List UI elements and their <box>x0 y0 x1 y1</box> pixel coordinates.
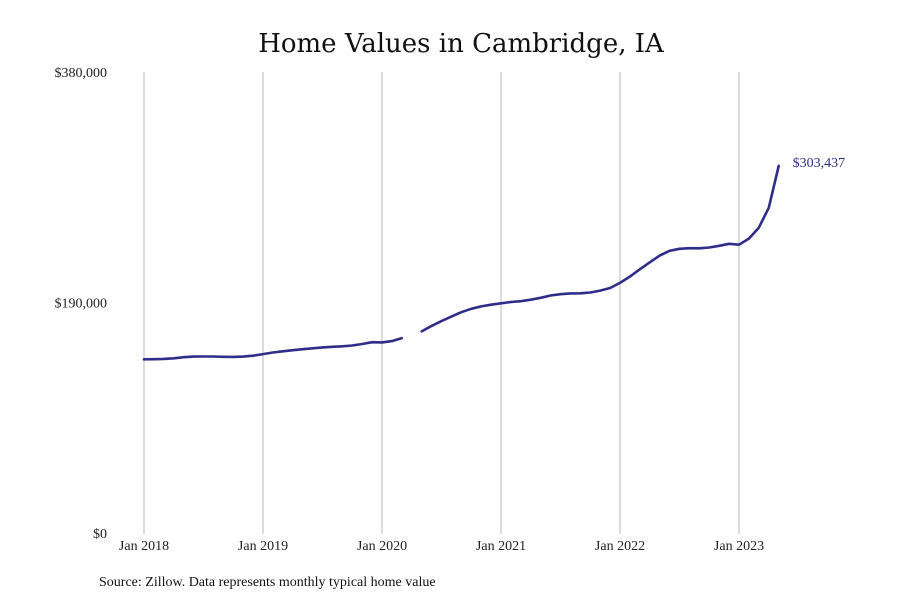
x-tick-label: Jan 2021 <box>476 539 526 554</box>
line-segment <box>142 336 404 361</box>
x-tick-label: Jan 2018 <box>119 539 169 554</box>
y-tick-label: $190,000 <box>55 297 108 312</box>
y-axis-ticks: $0 $190,000 $380,000 <box>55 66 108 542</box>
x-tick-label: Jan 2020 <box>357 539 407 554</box>
line-segment <box>420 164 780 333</box>
source-note: Source: Zillow. Data represents monthly … <box>99 575 436 590</box>
y-tick-label: $0 <box>93 527 107 542</box>
x-tick-label: Jan 2022 <box>595 539 645 554</box>
grid-lines <box>143 72 740 534</box>
x-tick-label: Jan 2019 <box>238 539 288 554</box>
y-tick-label: $380,000 <box>55 66 108 81</box>
series-line <box>142 164 780 361</box>
x-axis-ticks: Jan 2018 Jan 2019 Jan 2020 Jan 2021 Jan 2022… <box>119 539 764 554</box>
chart-title: Home Values in Cambridge, IA <box>258 29 665 59</box>
x-tick-label: Jan 2023 <box>714 539 764 554</box>
end-value-label: $303,437 <box>793 156 846 171</box>
